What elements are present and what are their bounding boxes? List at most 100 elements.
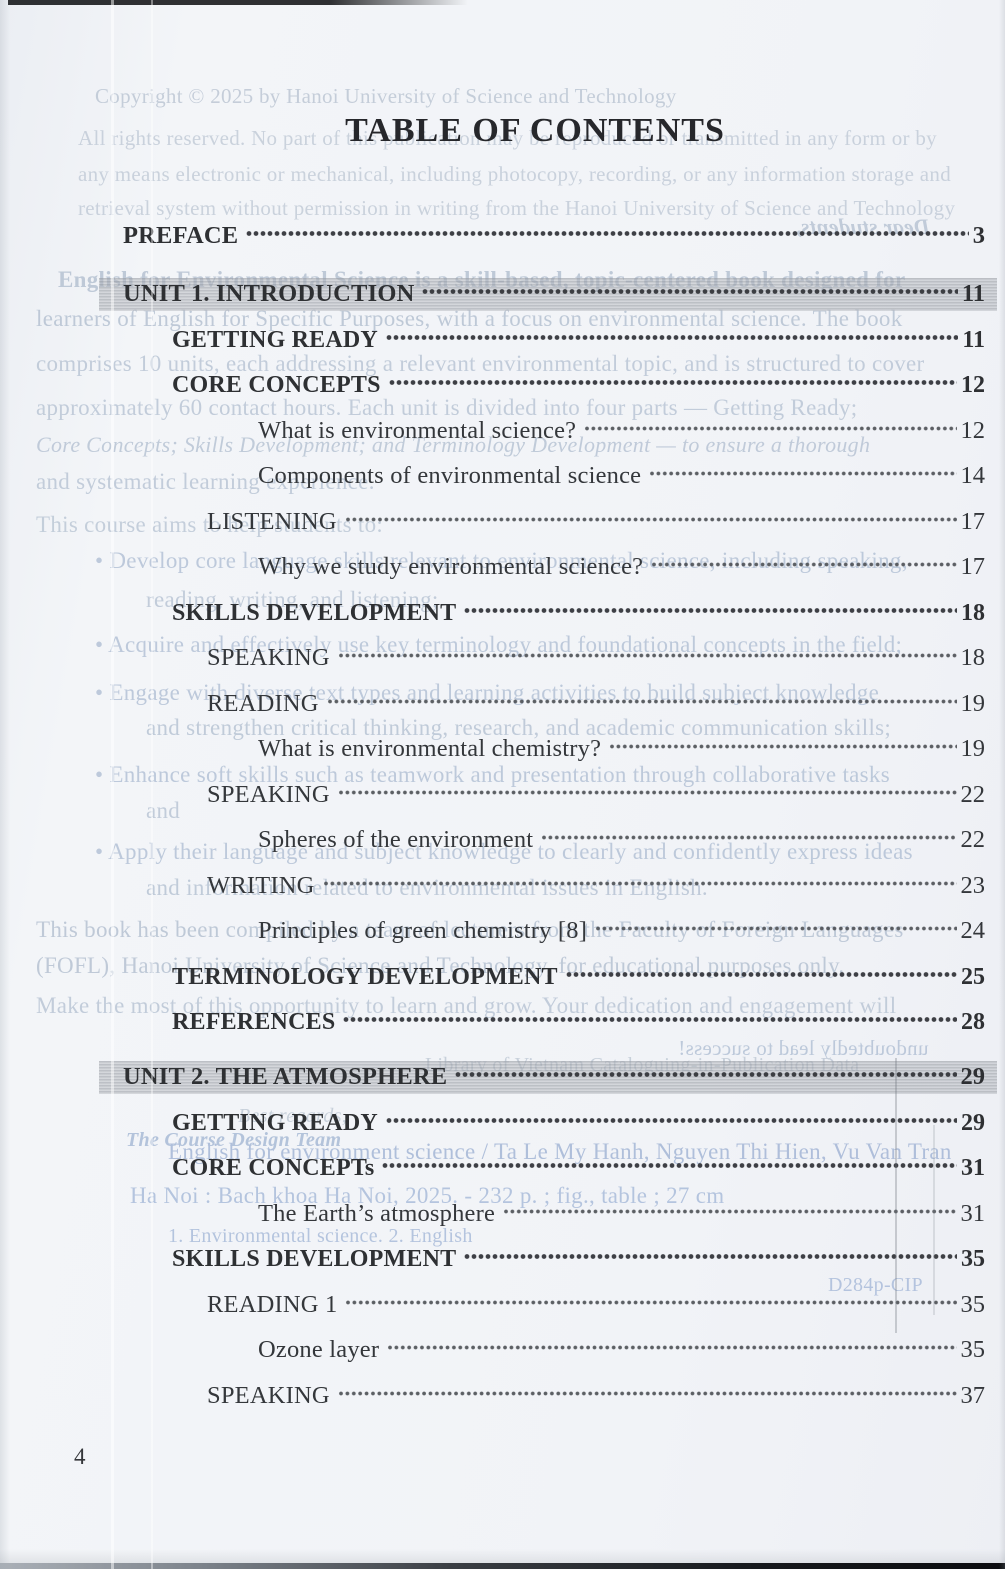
dot-leader [649,469,957,478]
toc-entry-page: 3 [972,221,985,249]
toc-entry-page: 14 [960,462,986,489]
dot-leader [464,1252,957,1261]
toc-row: UNIT 1. INTRODUCTION 11 [123,273,985,319]
toc-entry-label: READING 1 [207,1290,338,1318]
toc-entry-label: Ozone layer [258,1336,380,1363]
toc-row: SPEAKING 22 [123,773,985,819]
dot-leader [337,651,957,660]
toc-entry-page: 19 [960,735,986,762]
dot-leader [385,1115,957,1125]
scan-artifact-bottom-shade [0,1549,1005,1563]
toc-row: Ozone layer 35 [123,1329,985,1375]
toc-row: What is environmental science? 12 [123,409,985,455]
toc-row: UNIT 2. THE ATMOSPHERE 29 [123,1056,985,1102]
dot-leader [565,969,957,979]
toc-entry-page: 31 [961,1155,985,1181]
dot-leader [503,1206,957,1216]
toc-entry-page: 22 [960,826,986,853]
toc-entry-label: PREFACE [123,221,239,249]
dot-leader [345,1297,957,1307]
toc-entry-page: 35 [960,1336,986,1363]
toc-row: Components of environmental science 14 [123,455,985,501]
toc-row: Spheres of the environment 22 [123,819,985,865]
toc-entry-page: 11 [962,326,985,353]
toc-entry-label: Principles of green chemistry [8] [258,917,588,944]
toc-entry-page: 23 [960,871,986,899]
toc-row: TERMINOLOGY DEVELOPMENT 25 [123,955,985,1001]
toc-entry-label: SPEAKING [207,780,330,808]
toc-row: WRITING 23 [123,864,985,910]
dot-leader [584,423,957,433]
toc-row: GETTING READY 11 [123,318,985,364]
scan-artifact-streak [895,1058,897,1333]
scan-artifact-bottom-edge [0,1563,1005,1569]
toc-entry-page: 25 [961,963,985,990]
toc-row: SKILLS DEVELOPMENT 35 [123,1238,985,1284]
dot-leader [382,1161,957,1170]
toc-entry-page: 35 [960,1290,986,1318]
toc-entry-label: UNIT 2. THE ATMOSPHERE [123,1063,448,1090]
toc-entry-label: Why we study environmental science? [258,553,644,580]
toc-entry-page: 37 [960,1381,986,1409]
toc-entry-label: TERMINOLOGY DEVELOPMENT [172,963,558,990]
ghost-text-line: Copyright © 2025 by Hanoi University of … [95,84,677,108]
toc-row: What is environmental chemistry? 19 [123,728,985,774]
dot-leader [326,696,957,706]
toc-row: SKILLS DEVELOPMENT 18 [123,591,985,637]
toc-entry-label: What is environmental science? [258,416,577,444]
toc-entry-label: REFERENCES [172,1009,336,1035]
toc-entry-page: 35 [961,1246,985,1272]
toc-row: CORE CONCEPTs 31 [123,1147,985,1193]
scan-artifact-top-edge [8,0,468,5]
toc-row: REFERENCES 28 [123,1001,985,1047]
dot-leader [651,560,957,569]
toc-row: Principles of green chemistry [8] 24 [123,910,985,956]
toc-entry-label: SKILLS DEVELOPMENT [172,1246,457,1272]
folio-page-number: 4 [74,1444,86,1469]
table-of-contents: PREFACE 3 UNIT 1. INTRODUCTION 11 GETTIN… [123,214,985,1420]
dot-leader [541,833,957,842]
toc-row: Why we study environmental science? 17 [123,546,985,592]
toc-entry-label: What is environmental chemistry? [258,735,602,762]
dot-leader [595,924,957,933]
dot-leader [385,332,959,342]
dot-leader [343,1015,957,1024]
toc-entry-page: 19 [960,689,986,717]
dot-leader [387,1343,957,1352]
toc-row: The Earth’s atmosphere 31 [123,1192,985,1238]
toc-row: GETTING READY 29 [123,1101,985,1147]
toc-entry-page: 12 [961,372,985,398]
toc-row: SPEAKING 37 [123,1374,985,1420]
toc-row: CORE CONCEPTS 12 [123,364,985,410]
dot-leader [464,605,957,615]
dot-leader [455,1070,957,1079]
scan-artifact-left-edge [0,0,10,1569]
scan-artifact-right-edge [999,0,1005,1569]
dot-leader [337,1388,957,1398]
scan-artifact-streak [151,0,153,1569]
toc-entry-label: CORE CONCEPTs [172,1155,375,1181]
toc-entry-label: Components of environmental science [258,462,642,489]
toc-entry-label: UNIT 1. INTRODUCTION [123,280,415,307]
toc-row: PREFACE 3 [123,214,985,260]
toc-entry-page: 18 [960,644,986,671]
toc-entry-label: GETTING READY [172,1109,378,1136]
dot-leader [344,514,957,524]
toc-entry-page: 18 [961,599,985,626]
toc-entry-label: WRITING [207,871,315,899]
toc-entry-page: 28 [961,1009,985,1035]
toc-entry-label: READING [207,689,319,717]
dot-leader [337,787,957,797]
toc-entry-label: CORE CONCEPTS [172,372,381,398]
toc-entry-page: 31 [960,1199,986,1227]
toc-entry-page: 11 [961,280,985,307]
toc-entry-label: SPEAKING [207,1381,330,1409]
toc-entry-label: SPEAKING [207,644,330,671]
page-title: TABLE OF CONTENTS [345,112,725,149]
dot-leader [422,287,958,296]
toc-entry-page: 17 [960,553,986,580]
toc-entry-label: GETTING READY [172,326,378,353]
toc-row: READING 1 35 [123,1283,985,1329]
toc-row: SPEAKING 18 [123,637,985,683]
